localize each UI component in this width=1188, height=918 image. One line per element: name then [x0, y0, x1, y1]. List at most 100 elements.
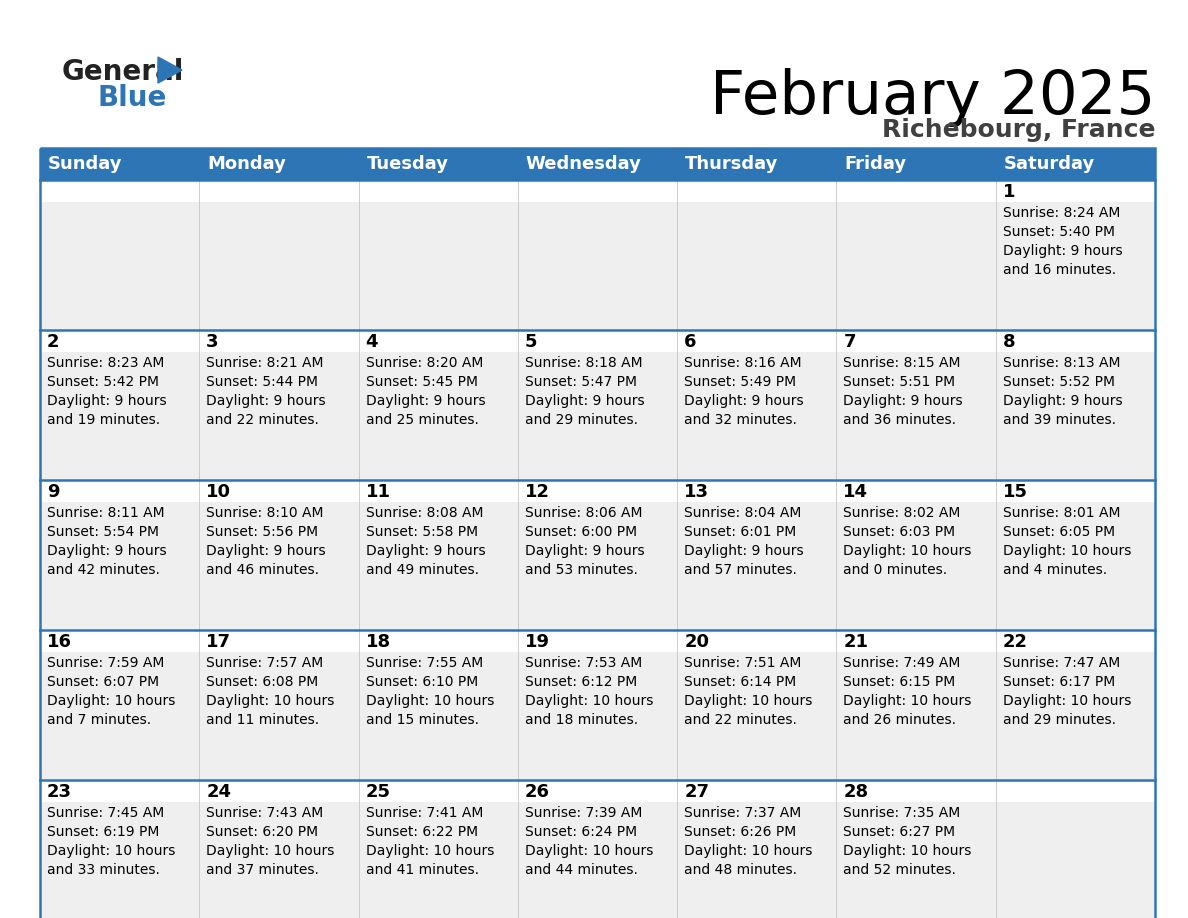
Text: Sunset: 6:26 PM: Sunset: 6:26 PM [684, 825, 796, 839]
Text: Sunrise: 7:41 AM: Sunrise: 7:41 AM [366, 806, 484, 820]
Text: Daylight: 10 hours: Daylight: 10 hours [207, 694, 335, 708]
Text: Sunset: 6:20 PM: Sunset: 6:20 PM [207, 825, 318, 839]
Text: Sunset: 5:52 PM: Sunset: 5:52 PM [1003, 375, 1114, 389]
Text: 22: 22 [1003, 633, 1028, 651]
Text: 10: 10 [207, 483, 232, 501]
Text: Sunrise: 7:47 AM: Sunrise: 7:47 AM [1003, 656, 1120, 670]
Text: and 15 minutes.: and 15 minutes. [366, 713, 479, 727]
Text: Daylight: 10 hours: Daylight: 10 hours [48, 844, 176, 858]
Bar [40, 480, 1155, 502]
Text: and 37 minutes.: and 37 minutes. [207, 863, 320, 877]
Text: Sunset: 6:19 PM: Sunset: 6:19 PM [48, 825, 159, 839]
Text: Sunrise: 8:15 AM: Sunrise: 8:15 AM [843, 356, 961, 370]
Text: and 19 minutes.: and 19 minutes. [48, 413, 160, 427]
Text: Sunrise: 7:43 AM: Sunrise: 7:43 AM [207, 806, 323, 820]
Text: Tuesday: Tuesday [367, 155, 449, 173]
Text: 17: 17 [207, 633, 232, 651]
Text: 28: 28 [843, 783, 868, 801]
Text: and 22 minutes.: and 22 minutes. [207, 413, 320, 427]
Text: Sunset: 6:07 PM: Sunset: 6:07 PM [48, 675, 159, 689]
Text: Daylight: 10 hours: Daylight: 10 hours [684, 694, 813, 708]
Text: 9: 9 [48, 483, 59, 501]
Text: Sunrise: 8:06 AM: Sunrise: 8:06 AM [525, 506, 643, 520]
Text: and 33 minutes.: and 33 minutes. [48, 863, 160, 877]
Text: 26: 26 [525, 783, 550, 801]
Text: 15: 15 [1003, 483, 1028, 501]
Text: and 44 minutes.: and 44 minutes. [525, 863, 638, 877]
Text: Sunrise: 7:59 AM: Sunrise: 7:59 AM [48, 656, 164, 670]
Text: Daylight: 10 hours: Daylight: 10 hours [843, 544, 972, 558]
Text: Daylight: 9 hours: Daylight: 9 hours [1003, 394, 1123, 408]
Text: Sunset: 5:44 PM: Sunset: 5:44 PM [207, 375, 318, 389]
Text: 24: 24 [207, 783, 232, 801]
Text: Daylight: 10 hours: Daylight: 10 hours [525, 694, 653, 708]
Text: 4: 4 [366, 333, 378, 351]
Text: Daylight: 10 hours: Daylight: 10 hours [48, 694, 176, 708]
Text: Richebourg, France: Richebourg, France [881, 118, 1155, 142]
Text: 7: 7 [843, 333, 855, 351]
Text: 25: 25 [366, 783, 391, 801]
Text: Sunset: 5:47 PM: Sunset: 5:47 PM [525, 375, 637, 389]
Text: Sunrise: 8:20 AM: Sunrise: 8:20 AM [366, 356, 484, 370]
Text: 16: 16 [48, 633, 72, 651]
Text: 21: 21 [843, 633, 868, 651]
Text: Sunrise: 8:11 AM: Sunrise: 8:11 AM [48, 506, 165, 520]
Text: Daylight: 9 hours: Daylight: 9 hours [684, 394, 804, 408]
Text: Sunset: 6:24 PM: Sunset: 6:24 PM [525, 825, 637, 839]
Text: Sunrise: 8:01 AM: Sunrise: 8:01 AM [1003, 506, 1120, 520]
Text: Daylight: 9 hours: Daylight: 9 hours [48, 394, 166, 408]
Text: Sunset: 6:12 PM: Sunset: 6:12 PM [525, 675, 637, 689]
Text: Daylight: 9 hours: Daylight: 9 hours [207, 544, 326, 558]
Text: Sunset: 5:54 PM: Sunset: 5:54 PM [48, 525, 159, 539]
Text: Daylight: 9 hours: Daylight: 9 hours [366, 544, 485, 558]
Text: Sunrise: 7:39 AM: Sunrise: 7:39 AM [525, 806, 643, 820]
Text: Daylight: 10 hours: Daylight: 10 hours [366, 694, 494, 708]
Text: and 53 minutes.: and 53 minutes. [525, 563, 638, 577]
Bar [40, 630, 1155, 780]
Text: and 0 minutes.: and 0 minutes. [843, 563, 948, 577]
Text: Sunrise: 8:16 AM: Sunrise: 8:16 AM [684, 356, 802, 370]
Text: Sunset: 6:15 PM: Sunset: 6:15 PM [843, 675, 955, 689]
Text: Sunrise: 8:04 AM: Sunrise: 8:04 AM [684, 506, 802, 520]
Text: Daylight: 10 hours: Daylight: 10 hours [1003, 694, 1131, 708]
Text: and 22 minutes.: and 22 minutes. [684, 713, 797, 727]
Text: Saturday: Saturday [1004, 155, 1095, 173]
Text: and 25 minutes.: and 25 minutes. [366, 413, 479, 427]
Text: 3: 3 [207, 333, 219, 351]
Text: and 39 minutes.: and 39 minutes. [1003, 413, 1116, 427]
Bar [40, 180, 1155, 330]
Text: Blue: Blue [97, 84, 166, 112]
Text: Daylight: 10 hours: Daylight: 10 hours [207, 844, 335, 858]
Bar [40, 480, 1155, 630]
Text: and 29 minutes.: and 29 minutes. [525, 413, 638, 427]
Text: and 16 minutes.: and 16 minutes. [1003, 263, 1116, 277]
Bar [40, 330, 1155, 352]
Text: Sunrise: 7:37 AM: Sunrise: 7:37 AM [684, 806, 802, 820]
Text: Daylight: 10 hours: Daylight: 10 hours [366, 844, 494, 858]
Text: Sunrise: 8:18 AM: Sunrise: 8:18 AM [525, 356, 643, 370]
Text: 1: 1 [1003, 183, 1016, 201]
Text: Daylight: 9 hours: Daylight: 9 hours [366, 394, 485, 408]
Text: Thursday: Thursday [685, 155, 778, 173]
Text: Sunset: 6:05 PM: Sunset: 6:05 PM [1003, 525, 1114, 539]
Text: and 4 minutes.: and 4 minutes. [1003, 563, 1107, 577]
Text: and 49 minutes.: and 49 minutes. [366, 563, 479, 577]
Text: 12: 12 [525, 483, 550, 501]
Text: 23: 23 [48, 783, 72, 801]
Text: Sunset: 5:45 PM: Sunset: 5:45 PM [366, 375, 478, 389]
Text: February 2025: February 2025 [709, 68, 1155, 127]
Text: Monday: Monday [207, 155, 286, 173]
Text: Sunrise: 8:21 AM: Sunrise: 8:21 AM [207, 356, 324, 370]
Text: Daylight: 9 hours: Daylight: 9 hours [525, 544, 644, 558]
Text: Sunset: 6:01 PM: Sunset: 6:01 PM [684, 525, 796, 539]
Text: and 42 minutes.: and 42 minutes. [48, 563, 160, 577]
Text: and 29 minutes.: and 29 minutes. [1003, 713, 1116, 727]
Text: Sunset: 6:10 PM: Sunset: 6:10 PM [366, 675, 478, 689]
Text: Sunrise: 8:23 AM: Sunrise: 8:23 AM [48, 356, 164, 370]
Text: and 36 minutes.: and 36 minutes. [843, 413, 956, 427]
Text: and 57 minutes.: and 57 minutes. [684, 563, 797, 577]
Text: Daylight: 9 hours: Daylight: 9 hours [843, 394, 963, 408]
Text: Daylight: 9 hours: Daylight: 9 hours [207, 394, 326, 408]
Text: Daylight: 9 hours: Daylight: 9 hours [525, 394, 644, 408]
Text: General: General [62, 58, 184, 86]
